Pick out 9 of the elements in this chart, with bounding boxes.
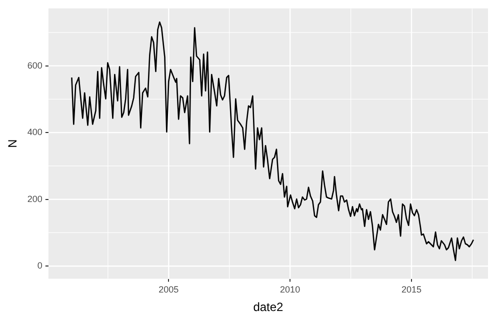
y-tick-label: 0	[37, 260, 42, 271]
x-tick-label: 2010	[280, 284, 300, 295]
x-tick-label: 2015	[401, 284, 422, 295]
y-tick-label: 400	[27, 127, 42, 138]
y-axis-title: N	[6, 139, 20, 148]
x-tick-label: 2005	[158, 284, 179, 295]
y-tick-label: 600	[27, 60, 42, 70]
y-tick-label: 200	[27, 194, 42, 204]
x-axis-title: date2	[253, 300, 284, 314]
